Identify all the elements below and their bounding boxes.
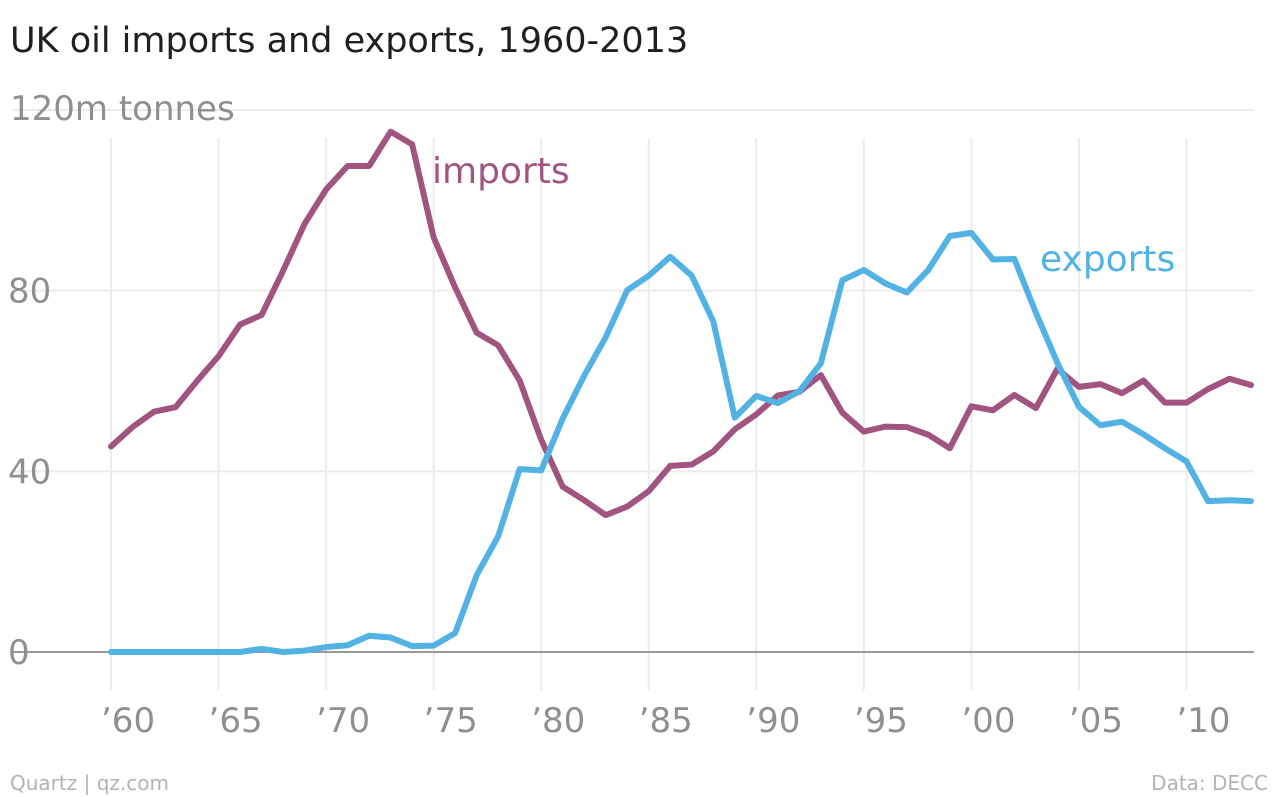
exports-series-label: exports: [1040, 239, 1175, 280]
grid-layer: [12, 109, 1254, 690]
y-tick-label: 0: [8, 633, 30, 673]
y-tick-label: 80: [8, 272, 51, 312]
x-tick-label: ’80: [531, 701, 585, 741]
y-axis-unit-label: 120m tonnes: [10, 89, 235, 129]
y-tick-label: 40: [8, 452, 51, 492]
x-tick-label: ’90: [746, 701, 800, 741]
x-tick-label: ’60: [101, 701, 155, 741]
x-tick-label: ’00: [961, 701, 1015, 741]
imports-line: [108, 128, 1254, 519]
x-tick-label: ’75: [424, 701, 478, 741]
source-credit: Quartz | qz.com: [10, 771, 169, 795]
x-tick-label: ’85: [639, 701, 693, 741]
exports-line: [108, 229, 1254, 655]
y-tick-labels: 0 40 80: [8, 272, 51, 673]
x-tick-label: ’10: [1176, 701, 1230, 741]
series-layer: [108, 128, 1254, 655]
x-tick-label: ’05: [1069, 701, 1123, 741]
x-tick-labels: ’60 ’65 ’70 ’75 ’80 ’85 ’90 ’95 ’00 ’05 ’10: [101, 701, 1231, 741]
imports-series-label: imports: [432, 151, 570, 192]
chart-title: UK oil imports and exports, 1960-2013: [10, 21, 688, 61]
x-tick-label: ’65: [209, 701, 263, 741]
x-tick-label: ’95: [854, 701, 908, 741]
x-tick-label: ’70: [316, 701, 370, 741]
data-source: Data: DECC: [1151, 771, 1268, 795]
